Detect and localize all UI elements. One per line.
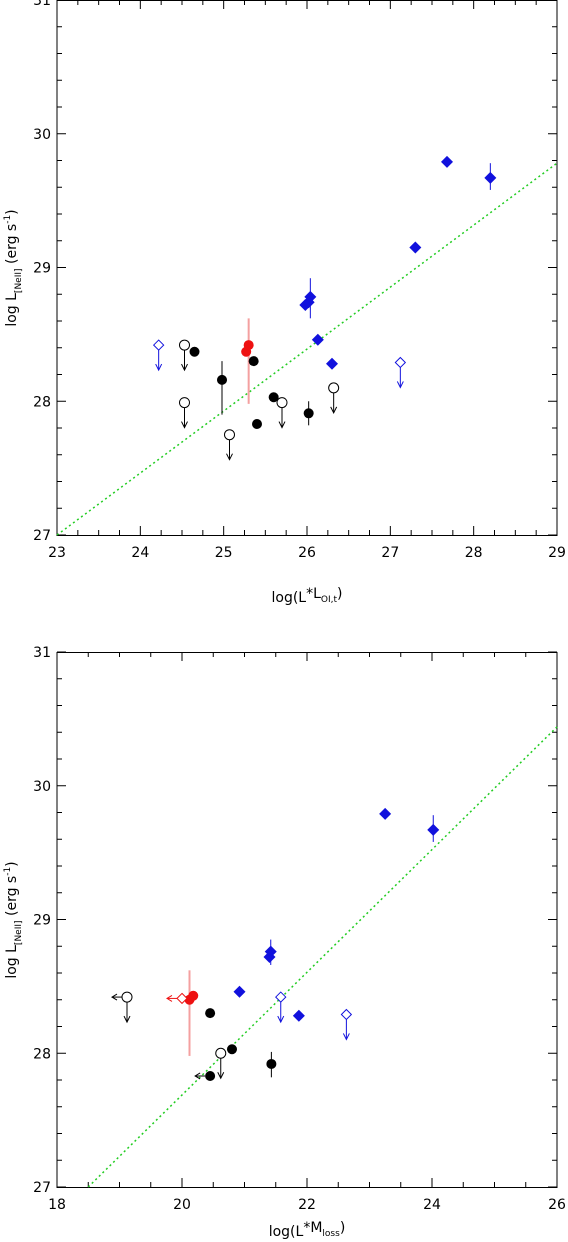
x-axis-label: log(L*Mloss) xyxy=(269,1220,346,1240)
data-point xyxy=(441,155,453,168)
data-point xyxy=(409,241,422,254)
y-axis-label: log L[NeII] (erg s-1) xyxy=(3,209,24,326)
svg-text:log(L*Mloss): log(L*Mloss) xyxy=(269,1220,346,1240)
data-point xyxy=(326,357,338,370)
data-point xyxy=(340,1008,353,1021)
chart-1: log L[NeII] (erg s-1) log(L*LOI,t) 23 24 2… xyxy=(3,0,566,606)
data-point xyxy=(233,985,246,998)
data-point xyxy=(264,945,277,958)
upper-limit-arrowhead xyxy=(396,381,404,389)
y-tick-label: 28 xyxy=(33,394,51,410)
data-point xyxy=(266,1058,277,1069)
data-point xyxy=(311,333,324,346)
data-point xyxy=(217,374,227,385)
data-point xyxy=(188,990,199,1001)
data-point xyxy=(252,418,262,429)
plot-frame xyxy=(56,652,558,1188)
y-tick-label: 29 xyxy=(33,261,51,277)
data-point xyxy=(276,397,288,409)
data-point xyxy=(292,1009,305,1022)
upper-limit-arrowhead xyxy=(330,406,338,414)
data-point xyxy=(227,1044,237,1055)
upper-limit-arrowhead xyxy=(217,1072,225,1080)
left-limit-arrowhead xyxy=(194,1072,201,1080)
data-point xyxy=(152,339,165,351)
plot-frame xyxy=(56,0,558,536)
x-tick-label: 26 xyxy=(298,545,316,561)
left-limit-arrowhead xyxy=(111,993,118,1001)
data-point xyxy=(243,340,254,351)
y-tick-label: 28 xyxy=(33,1046,51,1062)
upper-limit-arrowhead xyxy=(277,1015,285,1024)
upper-limit-arrowhead xyxy=(155,363,163,372)
chart-2: log L[NeII] (erg s-1) log(L*Mloss) 18 20 2… xyxy=(3,645,566,1240)
data-point xyxy=(394,356,407,369)
x-tick-label: 27 xyxy=(381,545,399,561)
x-tick-label: 24 xyxy=(131,545,149,561)
upper-limit-arrowhead xyxy=(181,421,188,429)
data-point xyxy=(215,1047,227,1059)
y-tick-label: 31 xyxy=(33,645,51,661)
svg-text:log L[NeII] (erg s-1): log L[NeII] (erg s-1) xyxy=(3,209,24,326)
y-tick-label: 27 xyxy=(33,528,51,544)
y-tick-label: 31 xyxy=(33,0,51,9)
data-point xyxy=(248,356,259,367)
data-point xyxy=(484,171,497,184)
data-point xyxy=(328,382,340,394)
x-tick-label: 20 xyxy=(173,1197,191,1213)
svg-text:log(L*LOI,t): log(L*LOI,t) xyxy=(271,586,342,606)
data-point xyxy=(427,823,440,836)
x-tick-label: 23 xyxy=(48,545,66,561)
upper-limit-arrowhead xyxy=(342,1033,350,1041)
data-point xyxy=(268,392,279,403)
x-tick-label: 26 xyxy=(548,1197,566,1213)
x-tick-label: 28 xyxy=(465,545,483,561)
y-axis-label: log L[NeII] (erg s-1) xyxy=(3,861,24,978)
left-limit-arrowhead xyxy=(166,994,173,1002)
data-point xyxy=(179,397,190,409)
data-point xyxy=(205,1070,216,1081)
data-point xyxy=(176,992,188,1005)
x-tick-label: 29 xyxy=(548,545,566,561)
fit-line xyxy=(56,162,558,536)
upper-limit-arrowhead xyxy=(123,1015,131,1024)
x-tick-label: 22 xyxy=(298,1197,316,1213)
data-point xyxy=(189,346,200,357)
x-tick-label: 18 xyxy=(48,1197,66,1213)
y-tick-label: 29 xyxy=(33,913,51,929)
data-point xyxy=(275,991,287,1003)
x-tick-label: 25 xyxy=(215,545,233,561)
data-point xyxy=(303,408,314,419)
x-axis-label: log(L*LOI,t) xyxy=(271,586,342,606)
y-tick-label: 30 xyxy=(33,127,51,143)
fit-line xyxy=(87,726,558,1188)
data-point xyxy=(205,1008,216,1019)
x-tick-label: 24 xyxy=(423,1197,441,1213)
y-tick-label: 30 xyxy=(33,779,51,795)
svg-text:log L[NeII] (erg s-1): log L[NeII] (erg s-1) xyxy=(3,861,24,978)
data-point xyxy=(121,991,133,1003)
upper-limit-arrowhead xyxy=(278,421,286,429)
data-point xyxy=(224,429,235,441)
data-point xyxy=(179,339,190,351)
data-point xyxy=(302,296,315,309)
y-tick-label: 27 xyxy=(33,1180,51,1196)
data-point xyxy=(379,807,392,820)
upper-limit-arrowhead xyxy=(226,453,233,461)
upper-limit-arrowhead xyxy=(181,363,188,372)
